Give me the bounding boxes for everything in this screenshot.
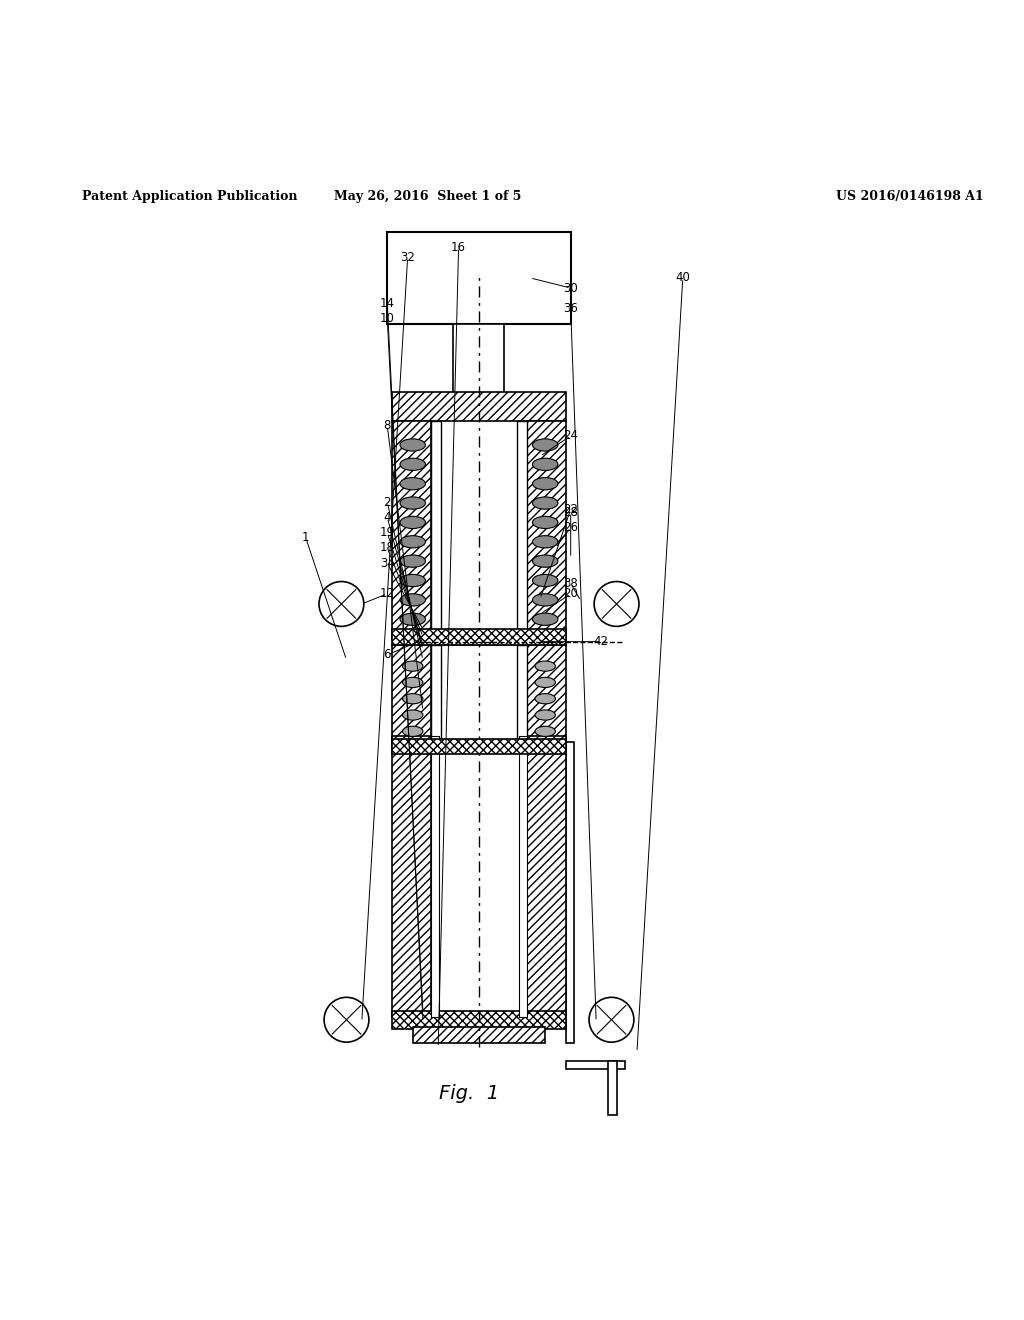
Bar bbox=[527, 644, 565, 742]
Ellipse shape bbox=[400, 458, 426, 470]
Ellipse shape bbox=[402, 710, 423, 721]
Text: 18: 18 bbox=[380, 541, 394, 554]
Text: 19: 19 bbox=[380, 527, 395, 539]
Text: 2: 2 bbox=[384, 495, 391, 508]
Circle shape bbox=[319, 582, 364, 627]
Text: 8: 8 bbox=[384, 420, 391, 432]
Text: Patent Application Publication: Patent Application Publication bbox=[82, 190, 297, 203]
Bar bbox=[392, 644, 431, 742]
Bar bbox=[392, 737, 431, 1016]
Bar bbox=[519, 737, 527, 1016]
Ellipse shape bbox=[400, 496, 426, 510]
Ellipse shape bbox=[532, 458, 558, 470]
Bar bbox=[431, 644, 441, 742]
Ellipse shape bbox=[532, 438, 558, 451]
Text: 24: 24 bbox=[563, 429, 579, 442]
Ellipse shape bbox=[535, 726, 555, 737]
Bar bbox=[423, 632, 535, 644]
Text: 36: 36 bbox=[563, 302, 579, 315]
Ellipse shape bbox=[532, 612, 558, 626]
Bar bbox=[517, 421, 527, 640]
Text: US 2016/0146198 A1: US 2016/0146198 A1 bbox=[836, 190, 983, 203]
Bar bbox=[431, 737, 439, 1016]
Circle shape bbox=[589, 998, 634, 1043]
Ellipse shape bbox=[400, 516, 426, 528]
Text: 28: 28 bbox=[563, 506, 579, 519]
Text: 20: 20 bbox=[563, 587, 579, 601]
Bar bbox=[608, 1060, 616, 1114]
Ellipse shape bbox=[402, 693, 423, 704]
Circle shape bbox=[594, 582, 639, 627]
Ellipse shape bbox=[402, 661, 423, 671]
Text: 14: 14 bbox=[380, 297, 395, 310]
Ellipse shape bbox=[400, 554, 426, 568]
Bar bbox=[392, 739, 565, 754]
Text: Fig.  1: Fig. 1 bbox=[438, 1084, 499, 1102]
Text: 42: 42 bbox=[594, 635, 608, 648]
Text: 34: 34 bbox=[380, 557, 394, 570]
Text: 6: 6 bbox=[384, 648, 391, 661]
Ellipse shape bbox=[400, 594, 426, 606]
Bar bbox=[392, 1011, 565, 1028]
Ellipse shape bbox=[400, 536, 426, 548]
Ellipse shape bbox=[532, 496, 558, 510]
Ellipse shape bbox=[535, 661, 555, 671]
Bar bbox=[527, 421, 565, 640]
Ellipse shape bbox=[400, 478, 426, 490]
Bar bbox=[431, 421, 441, 640]
Ellipse shape bbox=[532, 594, 558, 606]
Ellipse shape bbox=[400, 438, 426, 451]
Bar bbox=[392, 392, 565, 421]
Ellipse shape bbox=[535, 693, 555, 704]
Ellipse shape bbox=[400, 612, 426, 626]
Ellipse shape bbox=[402, 726, 423, 737]
Ellipse shape bbox=[402, 677, 423, 688]
Bar bbox=[527, 737, 565, 1016]
Bar bbox=[517, 644, 527, 742]
Text: 1: 1 bbox=[302, 531, 309, 544]
Text: 26: 26 bbox=[563, 521, 579, 535]
Bar bbox=[392, 630, 565, 644]
Ellipse shape bbox=[532, 516, 558, 528]
Bar bbox=[565, 1060, 625, 1069]
Ellipse shape bbox=[535, 677, 555, 688]
Text: 32: 32 bbox=[400, 251, 415, 264]
Text: 38: 38 bbox=[563, 577, 579, 590]
Circle shape bbox=[324, 998, 369, 1043]
Bar bbox=[387, 232, 570, 323]
Text: 22: 22 bbox=[563, 503, 579, 516]
Bar bbox=[454, 323, 505, 395]
Ellipse shape bbox=[532, 574, 558, 586]
Text: May 26, 2016  Sheet 1 of 5: May 26, 2016 Sheet 1 of 5 bbox=[334, 190, 521, 203]
Text: 4: 4 bbox=[384, 511, 391, 524]
Ellipse shape bbox=[535, 710, 555, 721]
Text: 40: 40 bbox=[676, 272, 690, 284]
Bar bbox=[565, 742, 573, 1043]
Ellipse shape bbox=[532, 536, 558, 548]
Ellipse shape bbox=[532, 554, 558, 568]
Text: 16: 16 bbox=[452, 240, 466, 253]
Ellipse shape bbox=[400, 574, 426, 586]
Text: 30: 30 bbox=[563, 281, 579, 294]
Text: 12: 12 bbox=[380, 587, 395, 601]
Bar bbox=[413, 1027, 545, 1043]
Ellipse shape bbox=[532, 478, 558, 490]
Text: 10: 10 bbox=[380, 312, 394, 325]
Bar bbox=[392, 421, 431, 640]
